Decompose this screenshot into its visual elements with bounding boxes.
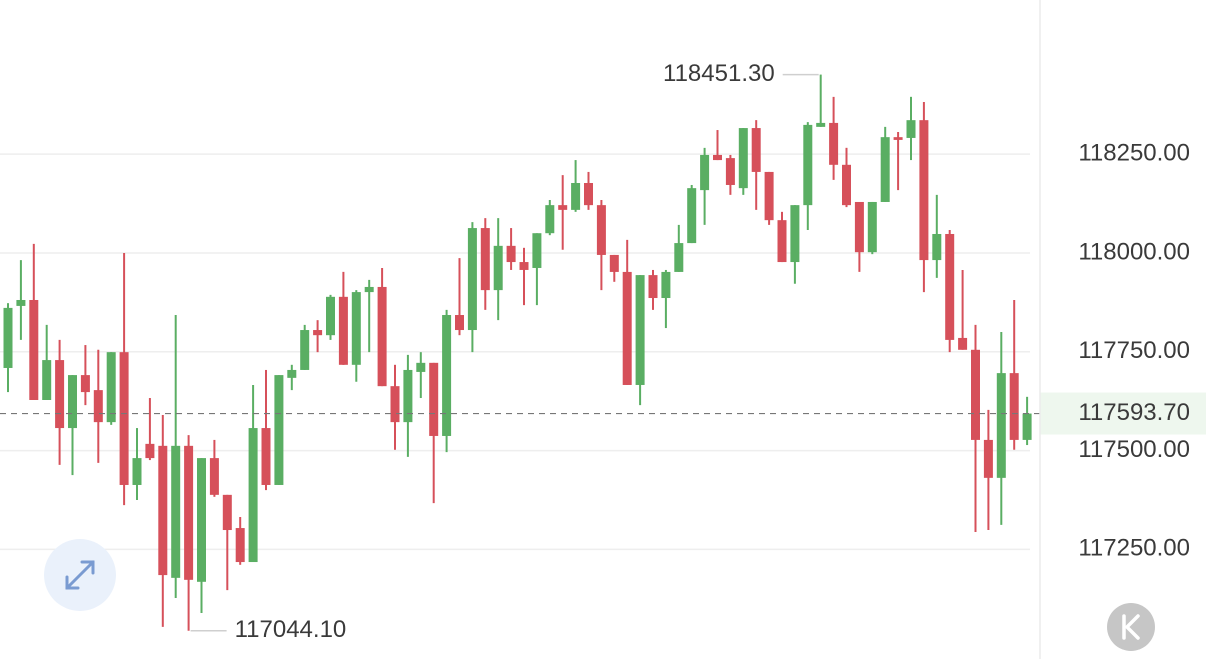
candle-body — [493, 245, 503, 291]
candle-body — [16, 299, 26, 306]
candle-body — [80, 375, 90, 393]
candle-body — [351, 292, 361, 365]
candle-body — [287, 369, 297, 378]
candle-body — [661, 271, 671, 299]
candle-body — [764, 171, 774, 221]
candle-body — [867, 201, 877, 253]
candle-body — [958, 337, 968, 350]
candle-body — [622, 271, 632, 385]
button-icon — [1122, 614, 1140, 640]
button-circle[interactable] — [1107, 603, 1155, 651]
chart-type-button[interactable] — [1107, 603, 1155, 651]
candle-body — [261, 428, 271, 485]
candle-body — [403, 369, 413, 423]
min-annotation: 117044.10 — [235, 616, 347, 643]
candle-body — [274, 375, 284, 485]
candle-body — [738, 128, 748, 189]
candle-body — [635, 275, 645, 385]
candle-body — [983, 439, 993, 478]
candle-body — [996, 373, 1006, 478]
candle-body — [584, 183, 593, 206]
candle-body — [829, 122, 839, 165]
candle-body — [1022, 413, 1032, 440]
candle-body — [390, 386, 400, 423]
candle-body — [558, 205, 568, 210]
candle-body — [442, 315, 452, 436]
candle-body — [68, 375, 77, 429]
candle-body — [803, 124, 813, 206]
candle-body — [197, 458, 206, 582]
candle-body — [971, 349, 980, 440]
candle-body — [906, 120, 916, 138]
y-tick-label: 117250.00 — [1078, 535, 1190, 562]
candle-body — [571, 183, 581, 210]
candle-body — [648, 275, 658, 299]
plot: 117250.00 117500.00 117750.00 118000.00 1182… — [0, 60, 1206, 643]
candle-body — [713, 154, 722, 161]
candle-body — [93, 390, 103, 423]
candle-body — [609, 254, 619, 272]
max-annotation: 118451.30 — [663, 60, 775, 87]
candle-body — [880, 137, 890, 202]
candle-body — [338, 296, 348, 365]
candle-body — [687, 188, 697, 244]
candle-body — [416, 362, 426, 372]
candle-body — [751, 128, 761, 172]
candle-body — [596, 205, 606, 255]
candle-body — [455, 315, 464, 331]
candle-body — [842, 164, 851, 206]
candle-body — [209, 458, 219, 495]
y-tick-label: 118250.00 — [1078, 139, 1190, 166]
candle-body — [674, 243, 684, 272]
candle-body — [132, 458, 142, 485]
candle-body — [364, 286, 374, 293]
candle-body — [932, 233, 942, 261]
candle-body — [545, 205, 555, 234]
candle-body — [480, 228, 490, 291]
candle-body — [171, 445, 181, 578]
candle-body — [816, 122, 826, 127]
candle-body — [790, 205, 800, 263]
candle-body — [532, 233, 542, 268]
expand-button[interactable] — [44, 539, 116, 611]
current-price-box — [1040, 392, 1206, 435]
expand-icon — [65, 560, 95, 590]
candle-body — [119, 352, 129, 485]
candle-body — [945, 233, 955, 340]
y-tick-label: 117750.00 — [1078, 337, 1190, 364]
candle-body — [429, 362, 439, 436]
candle-body — [3, 307, 13, 368]
candle-body — [1009, 373, 1019, 440]
candle-body — [55, 360, 65, 429]
candle-body — [854, 201, 864, 253]
candle-body — [326, 296, 335, 336]
candle-body — [145, 443, 155, 459]
y-tick-label: 118000.00 — [1078, 238, 1190, 265]
candle-body — [519, 262, 529, 270]
candle-body — [29, 299, 39, 400]
candle-body — [184, 445, 194, 580]
candle-body — [777, 220, 787, 263]
candle-body — [700, 154, 710, 191]
candle-body — [377, 286, 387, 387]
candle-body — [893, 137, 903, 140]
candle-body — [506, 245, 516, 263]
candle-body — [235, 528, 245, 563]
candle-body — [313, 330, 323, 336]
candle-body — [42, 360, 52, 400]
candle-body — [158, 445, 168, 576]
current-price-label: 117593.70 — [1078, 399, 1190, 426]
candle-body — [300, 330, 310, 370]
candle-body — [725, 158, 735, 185]
candle-body — [919, 120, 929, 261]
candle-body — [222, 494, 232, 531]
candle-body — [467, 228, 477, 331]
candle-body — [106, 352, 116, 423]
y-tick-label: 117500.00 — [1078, 436, 1190, 463]
candle-body — [248, 428, 258, 563]
